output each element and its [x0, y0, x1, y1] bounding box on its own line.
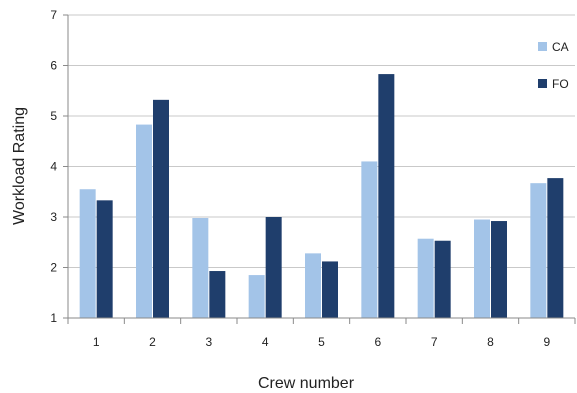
axes — [63, 14, 576, 324]
bar-fo-crew-3 — [209, 271, 226, 318]
bar-fo-crew-5 — [322, 261, 338, 318]
legend: CA FO — [538, 40, 569, 91]
bar-ca-crew-2 — [136, 124, 152, 319]
x-tick-label-5: 5 — [318, 335, 325, 349]
bar-ca-crew-3 — [192, 218, 209, 318]
bar-fo-crew-4 — [265, 217, 282, 318]
bar-ca-crew-7 — [417, 238, 434, 318]
bars — [79, 74, 564, 319]
x-tick-labels: 1 2 3 4 5 6 7 8 9 — [93, 335, 551, 349]
x-axis-title: Crew number — [258, 375, 355, 392]
x-tick-label-6: 6 — [374, 335, 381, 349]
bar-fo-crew-7 — [434, 240, 451, 318]
x-tick-label-7: 7 — [431, 335, 438, 349]
y-axis-title: Workload Rating — [11, 107, 28, 225]
y-tick-label-4: 4 — [50, 160, 57, 174]
x-tick-label-1: 1 — [93, 335, 100, 349]
legend-label-fo: FO — [552, 77, 569, 91]
x-tick-label-8: 8 — [487, 335, 494, 349]
bar-fo-crew-9 — [547, 178, 564, 318]
bar-ca-crew-4 — [248, 275, 265, 318]
x-tick-label-9: 9 — [543, 335, 550, 349]
y-tick-label-5: 5 — [50, 109, 57, 123]
legend-swatch-fo — [538, 79, 547, 88]
legend-swatch-ca — [538, 42, 547, 51]
bar-ca-crew-1 — [79, 189, 96, 318]
bar-ca-crew-8 — [474, 219, 490, 318]
bar-fo-crew-2 — [153, 99, 169, 318]
y-tick-label-2: 2 — [50, 261, 57, 275]
bar-fo-crew-1 — [96, 200, 113, 318]
y-tick-label-1: 1 — [50, 311, 57, 325]
y-tick-label-3: 3 — [50, 210, 57, 224]
x-tick-label-2: 2 — [149, 335, 156, 349]
bar-ca-crew-6 — [361, 161, 378, 318]
y-tick-labels: 1 2 3 4 5 6 7 — [50, 8, 57, 325]
bar-fo-crew-8 — [491, 221, 507, 318]
x-tick-label-3: 3 — [205, 335, 212, 349]
gridlines — [68, 14, 575, 268]
bar-ca-crew-5 — [305, 253, 321, 318]
bar-fo-crew-6 — [378, 74, 395, 319]
y-tick-label-6: 6 — [50, 59, 57, 73]
x-tick-label-4: 4 — [262, 335, 269, 349]
y-tick-label-7: 7 — [50, 8, 57, 22]
bar-ca-crew-9 — [530, 183, 547, 318]
legend-label-ca: CA — [552, 40, 569, 54]
